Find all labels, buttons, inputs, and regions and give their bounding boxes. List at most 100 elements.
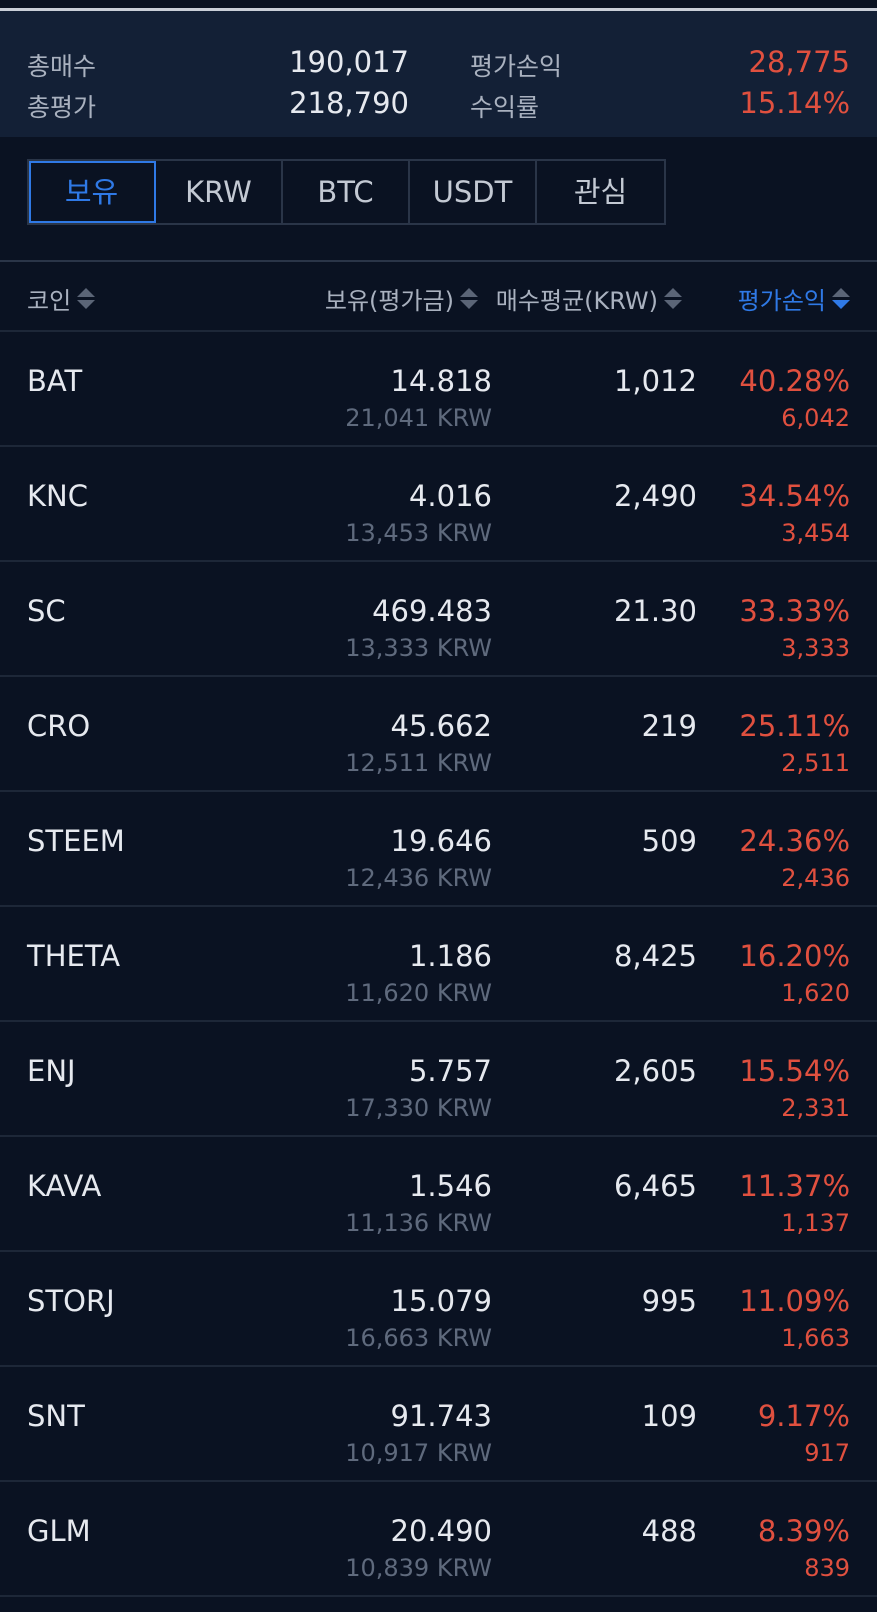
total-buy-value: 190,017 <box>289 45 409 79</box>
profit-rate: 11.09% <box>739 1284 850 1318</box>
profit-rate: 9.17% <box>757 1399 850 1433</box>
holding-amount: 19.646 <box>390 824 492 858</box>
holding-eval: 12,511 KRW <box>345 749 492 777</box>
table-row[interactable]: THETA 1.186 11,620 KRW 8,425 16.20% 1,62… <box>0 907 877 1022</box>
table-row[interactable]: SNT 91.743 10,917 KRW 109 9.17% 917 <box>0 1367 877 1482</box>
holding-header-label: 보유(평가금) <box>324 287 454 315</box>
holding-eval: 17,330 KRW <box>345 1094 492 1122</box>
coin-symbol: GLM <box>27 1514 91 1548</box>
table-row[interactable]: STEEM 19.646 12,436 KRW 509 24.36% 2,436 <box>0 792 877 907</box>
sort-icon <box>664 288 682 309</box>
holding-eval: 11,136 KRW <box>345 1209 492 1237</box>
table-row[interactable]: SC 469.483 13,333 KRW 21.30 33.33% 3,333 <box>0 562 877 677</box>
holding-amount: 45.662 <box>390 709 492 743</box>
holdings-list: BAT 14.818 21,041 KRW 1,012 40.28% 6,042… <box>0 332 877 1597</box>
profit-rate: 8.39% <box>757 1514 850 1548</box>
table-header: 코인 보유(평가금) 매수평균(KRW) 평가손익 <box>0 262 877 332</box>
return-rate-label: 수익률 <box>470 93 540 122</box>
table-row[interactable]: CRO 45.662 12,511 KRW 219 25.11% 2,511 <box>0 677 877 792</box>
market-tabs: 보유 KRW BTC USDT 관심 <box>27 159 666 225</box>
holding-amount: 469.483 <box>372 594 492 628</box>
avg-buy-price: 8,425 <box>613 939 697 973</box>
profit-loss-value: 28,775 <box>748 45 850 79</box>
market-tabs-bar: 보유 KRW BTC USDT 관심 <box>0 137 877 262</box>
profit-rate: 15.54% <box>739 1054 850 1088</box>
table-row[interactable]: KNC 4.016 13,453 KRW 2,490 34.54% 3,454 <box>0 447 877 562</box>
profit-amount: 2,436 <box>781 864 850 892</box>
holding-eval: 10,917 KRW <box>345 1439 492 1467</box>
holding-eval: 13,453 KRW <box>345 519 492 547</box>
avg-buy-price: 6,465 <box>613 1169 697 1203</box>
holding-eval: 13,333 KRW <box>345 634 492 662</box>
tab-holdings[interactable]: 보유 <box>29 161 156 223</box>
tab-usdt[interactable]: USDT <box>410 161 537 223</box>
avg-buy-price: 995 <box>641 1284 697 1318</box>
tab-krw[interactable]: KRW <box>156 161 283 223</box>
coin-symbol: KNC <box>27 479 88 513</box>
sort-icon <box>77 288 96 309</box>
tab-btc[interactable]: BTC <box>283 161 410 223</box>
sort-icon <box>460 288 478 309</box>
holding-amount: 91.743 <box>390 1399 492 1433</box>
avg-buy-price: 2,490 <box>613 479 697 513</box>
summary-row-1: 총매수 190,017 평가손익 28,775 <box>0 45 877 87</box>
coin-symbol: THETA <box>27 939 121 973</box>
pl-header-label: 평가손익 <box>737 287 826 315</box>
coin-symbol: CRO <box>27 709 91 743</box>
profit-rate: 40.28% <box>739 364 850 398</box>
holding-eval: 10,839 KRW <box>345 1554 492 1582</box>
avg-buy-price: 109 <box>641 1399 697 1433</box>
summary-row-2: 총평가 218,790 수익률 15.14% <box>0 86 877 128</box>
avg-buy-price: 219 <box>641 709 697 743</box>
profit-rate: 25.11% <box>739 709 850 743</box>
portfolio-summary: 총매수 190,017 평가손익 28,775 총평가 218,790 수익률 … <box>0 11 877 137</box>
avg-buy-price: 21.30 <box>613 594 697 628</box>
profit-amount: 1,663 <box>781 1324 850 1352</box>
profit-amount: 3,454 <box>781 519 850 547</box>
coin-symbol: SC <box>27 594 66 628</box>
coin-symbol: SNT <box>27 1399 85 1433</box>
table-row[interactable]: BAT 14.818 21,041 KRW 1,012 40.28% 6,042 <box>0 332 877 447</box>
table-row[interactable]: ENJ 5.757 17,330 KRW 2,605 15.54% 2,331 <box>0 1022 877 1137</box>
profit-amount: 1,620 <box>781 979 850 1007</box>
holding-eval: 21,041 KRW <box>345 404 492 432</box>
profit-amount: 1,137 <box>781 1209 850 1237</box>
coin-symbol: KAVA <box>27 1169 102 1203</box>
sort-coin[interactable]: 코인 <box>27 281 96 316</box>
sort-holding[interactable]: 보유(평가금) <box>325 281 478 316</box>
coin-symbol: BAT <box>27 364 83 398</box>
coin-symbol: STORJ <box>27 1284 115 1318</box>
profit-rate: 11.37% <box>739 1169 850 1203</box>
holding-amount: 5.757 <box>408 1054 492 1088</box>
tab-favorites[interactable]: 관심 <box>573 175 628 209</box>
return-rate-value: 15.14% <box>739 86 850 120</box>
profit-rate: 24.36% <box>739 824 850 858</box>
table-row[interactable]: GLM 20.490 10,839 KRW 488 8.39% 839 <box>0 1482 877 1597</box>
profit-rate: 16.20% <box>739 939 850 973</box>
holding-eval: 16,663 KRW <box>345 1324 492 1352</box>
table-row[interactable]: KAVA 1.546 11,136 KRW 6,465 11.37% 1,137 <box>0 1137 877 1252</box>
holding-amount: 14.818 <box>390 364 492 398</box>
coin-symbol: STEEM <box>27 824 125 858</box>
avg-buy-price: 2,605 <box>613 1054 697 1088</box>
avg-buy-price: 1,012 <box>613 364 697 398</box>
profit-rate: 33.33% <box>739 594 850 628</box>
total-eval-label: 총평가 <box>27 93 97 122</box>
profit-loss-label: 평가손익 <box>470 52 563 81</box>
profit-amount: 6,042 <box>781 404 850 432</box>
table-row[interactable]: STORJ 15.079 16,663 KRW 995 11.09% 1,663 <box>0 1252 877 1367</box>
top-border <box>0 0 877 11</box>
holding-eval: 12,436 KRW <box>345 864 492 892</box>
holding-eval: 11,620 KRW <box>345 979 492 1007</box>
sort-profit-loss[interactable]: 평가손익 <box>738 281 850 316</box>
profit-amount: 3,333 <box>781 634 850 662</box>
holding-amount: 1.546 <box>408 1169 492 1203</box>
holding-amount: 20.490 <box>390 1514 492 1548</box>
profit-amount: 2,331 <box>781 1094 850 1122</box>
avg-buy-price: 488 <box>641 1514 697 1548</box>
profit-amount: 917 <box>804 1439 850 1467</box>
total-buy-label: 총매수 <box>27 52 97 81</box>
profit-rate: 34.54% <box>739 479 850 513</box>
sort-avg-buy[interactable]: 매수평균(KRW) <box>496 281 682 316</box>
avg-buy-price: 509 <box>641 824 697 858</box>
